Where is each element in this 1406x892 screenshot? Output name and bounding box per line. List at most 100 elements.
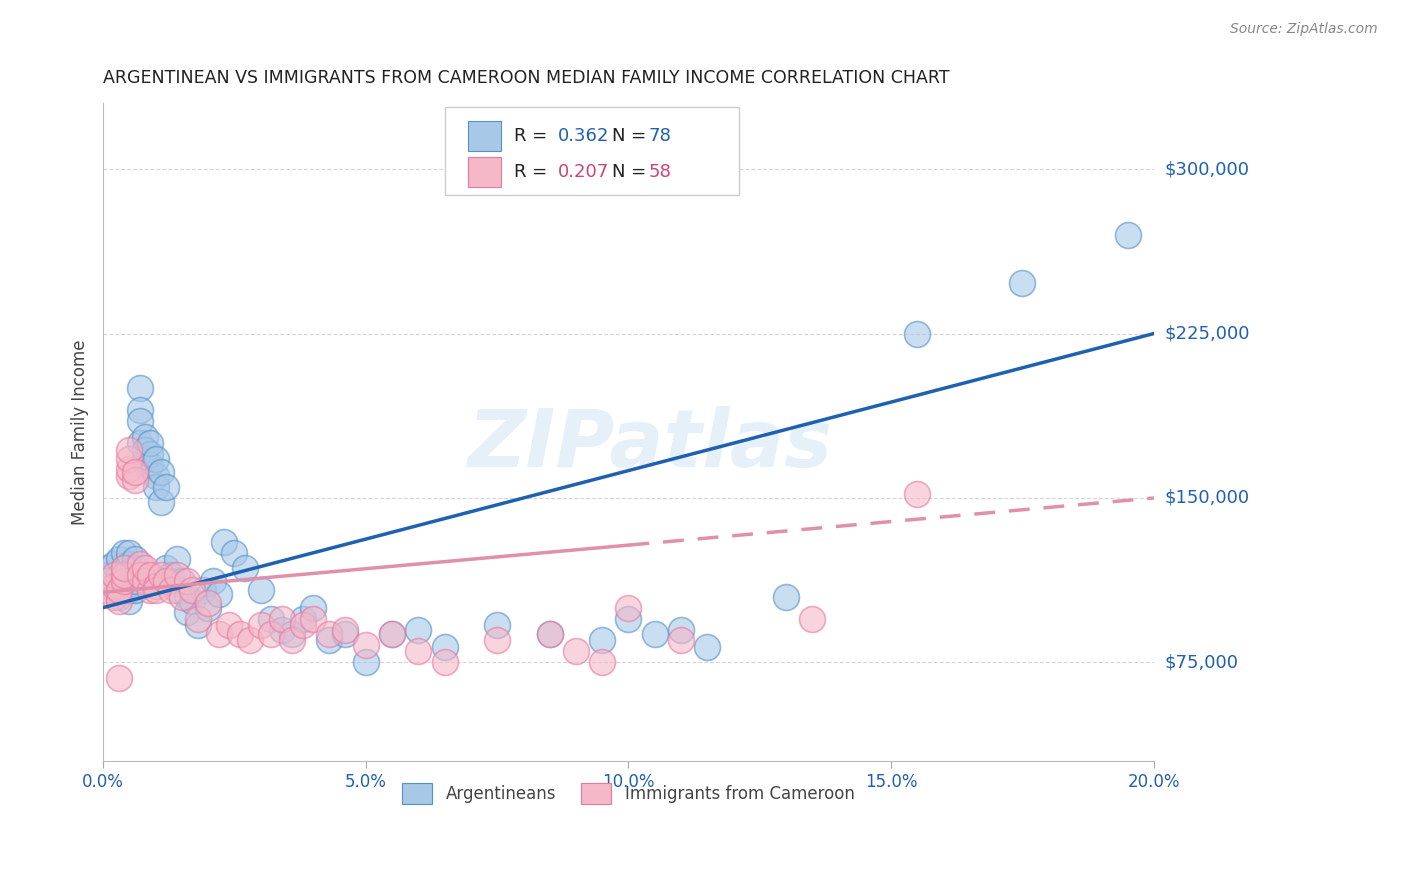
Point [302,611,325,625]
Point [112,583,135,598]
Point [149,567,172,582]
Point [118,469,141,483]
Point [103,590,125,604]
Point [270,611,292,625]
Text: R =: R = [515,127,553,145]
Point [181,594,204,608]
Point [134,451,156,466]
Point [801,611,824,625]
Point [197,600,219,615]
Point [591,633,613,648]
Point [124,552,146,566]
Point [644,627,666,641]
Point [145,480,167,494]
Point [260,611,283,625]
Point [112,572,135,586]
Point [905,486,928,500]
Text: $75,000: $75,000 [1166,654,1239,672]
FancyBboxPatch shape [468,157,502,187]
Point [408,623,430,637]
Point [155,480,177,494]
Point [166,552,188,566]
Point [149,465,172,479]
Point [112,561,135,575]
Point [129,567,152,582]
Point [118,442,141,457]
Text: ARGENTINEAN VS IMMIGRANTS FROM CAMEROON MEDIAN FAMILY INCOME CORRELATION CHART: ARGENTINEAN VS IMMIGRANTS FROM CAMEROON … [103,69,949,87]
Point [538,627,561,641]
Point [565,644,588,658]
Point [486,633,509,648]
Point [118,583,141,598]
Point [103,574,125,589]
Point [318,633,340,648]
Point [302,600,325,615]
Point [333,623,356,637]
Point [291,611,314,625]
Y-axis label: Median Family Income: Median Family Income [72,340,89,525]
Point [318,627,340,641]
Point [155,561,177,575]
Point [905,326,928,341]
Point [191,583,214,598]
Point [160,583,183,598]
Point [1011,276,1033,290]
Point [103,567,125,582]
Point [166,583,188,598]
Point [118,546,141,560]
Point [139,447,162,461]
Point [145,579,167,593]
Point [118,462,141,476]
Text: R =: R = [515,163,553,181]
Text: N =: N = [612,127,651,145]
Point [617,600,640,615]
Point [129,557,152,571]
Point [103,579,125,593]
Point [260,627,283,641]
Point [108,552,131,566]
Point [249,618,271,632]
Point [281,627,304,641]
Point [108,567,131,582]
Point [160,567,183,582]
Point [108,594,131,608]
Text: 78: 78 [648,127,671,145]
Point [139,436,162,450]
Point [170,590,193,604]
Point [218,618,240,632]
Point [124,574,146,589]
Point [118,594,141,608]
Point [160,574,183,589]
Point [112,574,135,589]
Point [281,633,304,648]
Point [187,611,209,625]
Point [129,436,152,450]
Point [129,403,152,417]
Point [669,623,692,637]
Point [118,557,141,571]
Point [176,605,198,619]
Point [134,561,156,575]
Point [208,587,231,601]
Point [112,546,135,560]
Point [381,627,404,641]
Point [775,590,797,604]
Point [139,567,162,582]
Point [118,567,141,582]
Point [208,627,231,641]
Point [124,474,146,488]
Point [176,574,198,589]
Text: $300,000: $300,000 [1166,161,1250,178]
Point [1116,227,1139,242]
Point [118,451,141,466]
Point [181,583,204,598]
Point [97,561,120,575]
Point [224,546,246,560]
Point [145,583,167,598]
Point [249,583,271,598]
Legend: Argentineans, Immigrants from Cameroon: Argentineans, Immigrants from Cameroon [394,775,863,812]
Text: N =: N = [612,163,651,181]
Point [149,495,172,509]
Point [155,574,177,589]
Point [270,623,292,637]
